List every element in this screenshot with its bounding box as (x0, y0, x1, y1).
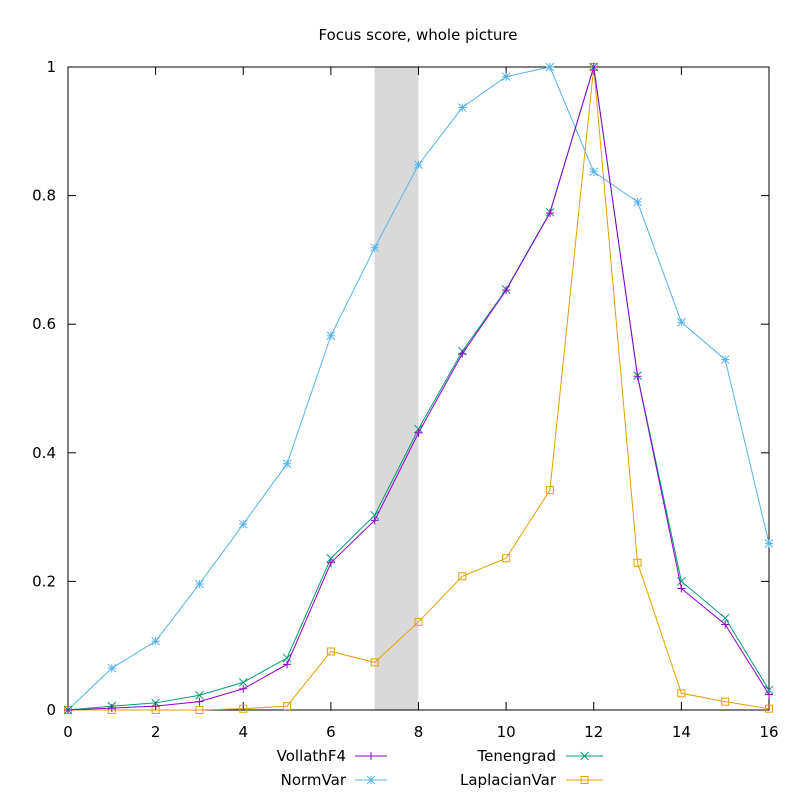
x-tick-label: 6 (326, 723, 336, 741)
axis-ticks: 0 2 4 6 8 10 12 14 16 0 0.2 0.4 0.6 0.8 1 (32, 58, 778, 741)
data-point-normvar (195, 579, 204, 589)
shaded-band-layer (374, 67, 419, 710)
data-point-normvar (677, 317, 686, 327)
x-tick-label: 2 (151, 723, 161, 741)
chart-title: Focus score, whole picture (319, 26, 518, 44)
data-point-laplacianvar (283, 702, 292, 711)
x-tick-label: 4 (238, 723, 248, 741)
data-point-normvar (326, 331, 336, 341)
x-tick-label: 0 (63, 723, 73, 741)
y-tick-label: 0.4 (32, 444, 56, 462)
data-point-normvar (151, 636, 160, 646)
data-point-vollathf4 (721, 620, 730, 629)
x-tick-label: 12 (584, 723, 603, 741)
data-point-vollathf4 (633, 372, 642, 381)
x-tick-label: 10 (497, 723, 516, 741)
data-point-normvar (633, 197, 642, 207)
shaded-band (374, 67, 419, 710)
legend-marker (580, 751, 589, 761)
data-point-tenengrad (720, 613, 730, 623)
data-point-laplacianvar (677, 689, 686, 698)
data-point-normvar (414, 160, 423, 170)
series-layer (63, 62, 774, 715)
data-point-vollathf4 (545, 208, 554, 217)
data-point-tenengrad (764, 685, 774, 695)
data-point-tenengrad (282, 653, 292, 663)
legend-label: Tenengrad (477, 747, 557, 765)
x-tick-label: 14 (672, 723, 691, 741)
data-point-normvar (545, 62, 555, 72)
legend-marker (367, 752, 375, 760)
data-point-vollathf4 (589, 63, 598, 71)
x-tick-label: 8 (414, 723, 424, 741)
data-point-vollathf4 (239, 684, 248, 693)
data-point-laplacianvar (502, 554, 511, 563)
data-point-vollathf4 (151, 702, 160, 711)
y-tick-label: 0.2 (32, 572, 56, 590)
legend-label: NormVar (281, 771, 347, 789)
y-tick-label: 0.6 (32, 315, 56, 333)
data-point-laplacianvar (545, 486, 554, 495)
data-point-laplacianvar (239, 704, 248, 713)
data-point-vollathf4 (765, 690, 773, 699)
data-point-vollathf4 (502, 286, 511, 295)
data-point-vollathf4 (458, 349, 467, 358)
data-point-tenengrad (195, 690, 204, 700)
data-point-vollathf4 (107, 704, 116, 713)
data-point-laplacianvar (458, 572, 467, 581)
series-line-laplacianvar (68, 66, 770, 711)
legend-label: LaplacianVar (460, 771, 557, 789)
data-point-vollathf4 (283, 660, 292, 669)
legend-item-vollathf4: VollathF4 (277, 747, 387, 765)
data-point-tenengrad (677, 577, 686, 586)
data-point-vollathf4 (677, 584, 686, 593)
data-point-laplacianvar (633, 558, 642, 567)
legend-marker (580, 776, 589, 784)
data-point-tenengrad (326, 553, 336, 563)
data-point-vollathf4 (64, 706, 72, 714)
data-point-normvar (501, 72, 511, 81)
y-tick-label: 0.8 (32, 187, 56, 205)
data-point-normvar (282, 459, 292, 469)
series-laplacianvar (64, 63, 773, 714)
x-tick-label: 16 (759, 723, 778, 741)
legend-item-laplacianvar: LaplacianVar (460, 771, 603, 789)
data-point-normvar (457, 103, 467, 112)
data-point-laplacianvar (414, 617, 423, 626)
data-point-laplacianvar (326, 647, 335, 656)
data-point-vollathf4 (326, 558, 335, 567)
data-point-tenengrad (238, 677, 248, 687)
data-point-laplacianvar (721, 697, 730, 706)
data-point-laplacianvar (370, 658, 379, 667)
data-point-normvar (720, 355, 730, 364)
legend-item-normvar: NormVar (281, 771, 387, 789)
legend-label: VollathF4 (277, 747, 346, 765)
data-point-normvar (107, 663, 117, 673)
data-point-laplacianvar (765, 704, 773, 713)
data-point-tenengrad (370, 510, 380, 520)
data-point-laplacianvar (195, 706, 204, 714)
legend-item-tenengrad: Tenengrad (477, 747, 603, 765)
data-point-normvar (589, 167, 599, 177)
data-point-vollathf4 (370, 516, 379, 525)
y-tick-label: 1 (46, 58, 56, 76)
series-vollathf4 (64, 63, 773, 714)
data-point-normvar (370, 243, 380, 253)
data-point-vollathf4 (414, 428, 423, 437)
legend-marker (366, 775, 376, 785)
data-point-vollathf4 (195, 697, 204, 706)
data-point-normvar (764, 539, 774, 548)
y-tick-label: 0 (46, 701, 56, 719)
legend: VollathF4 NormVar Tenengrad LaplacianVar (277, 747, 603, 789)
data-point-normvar (238, 519, 248, 529)
